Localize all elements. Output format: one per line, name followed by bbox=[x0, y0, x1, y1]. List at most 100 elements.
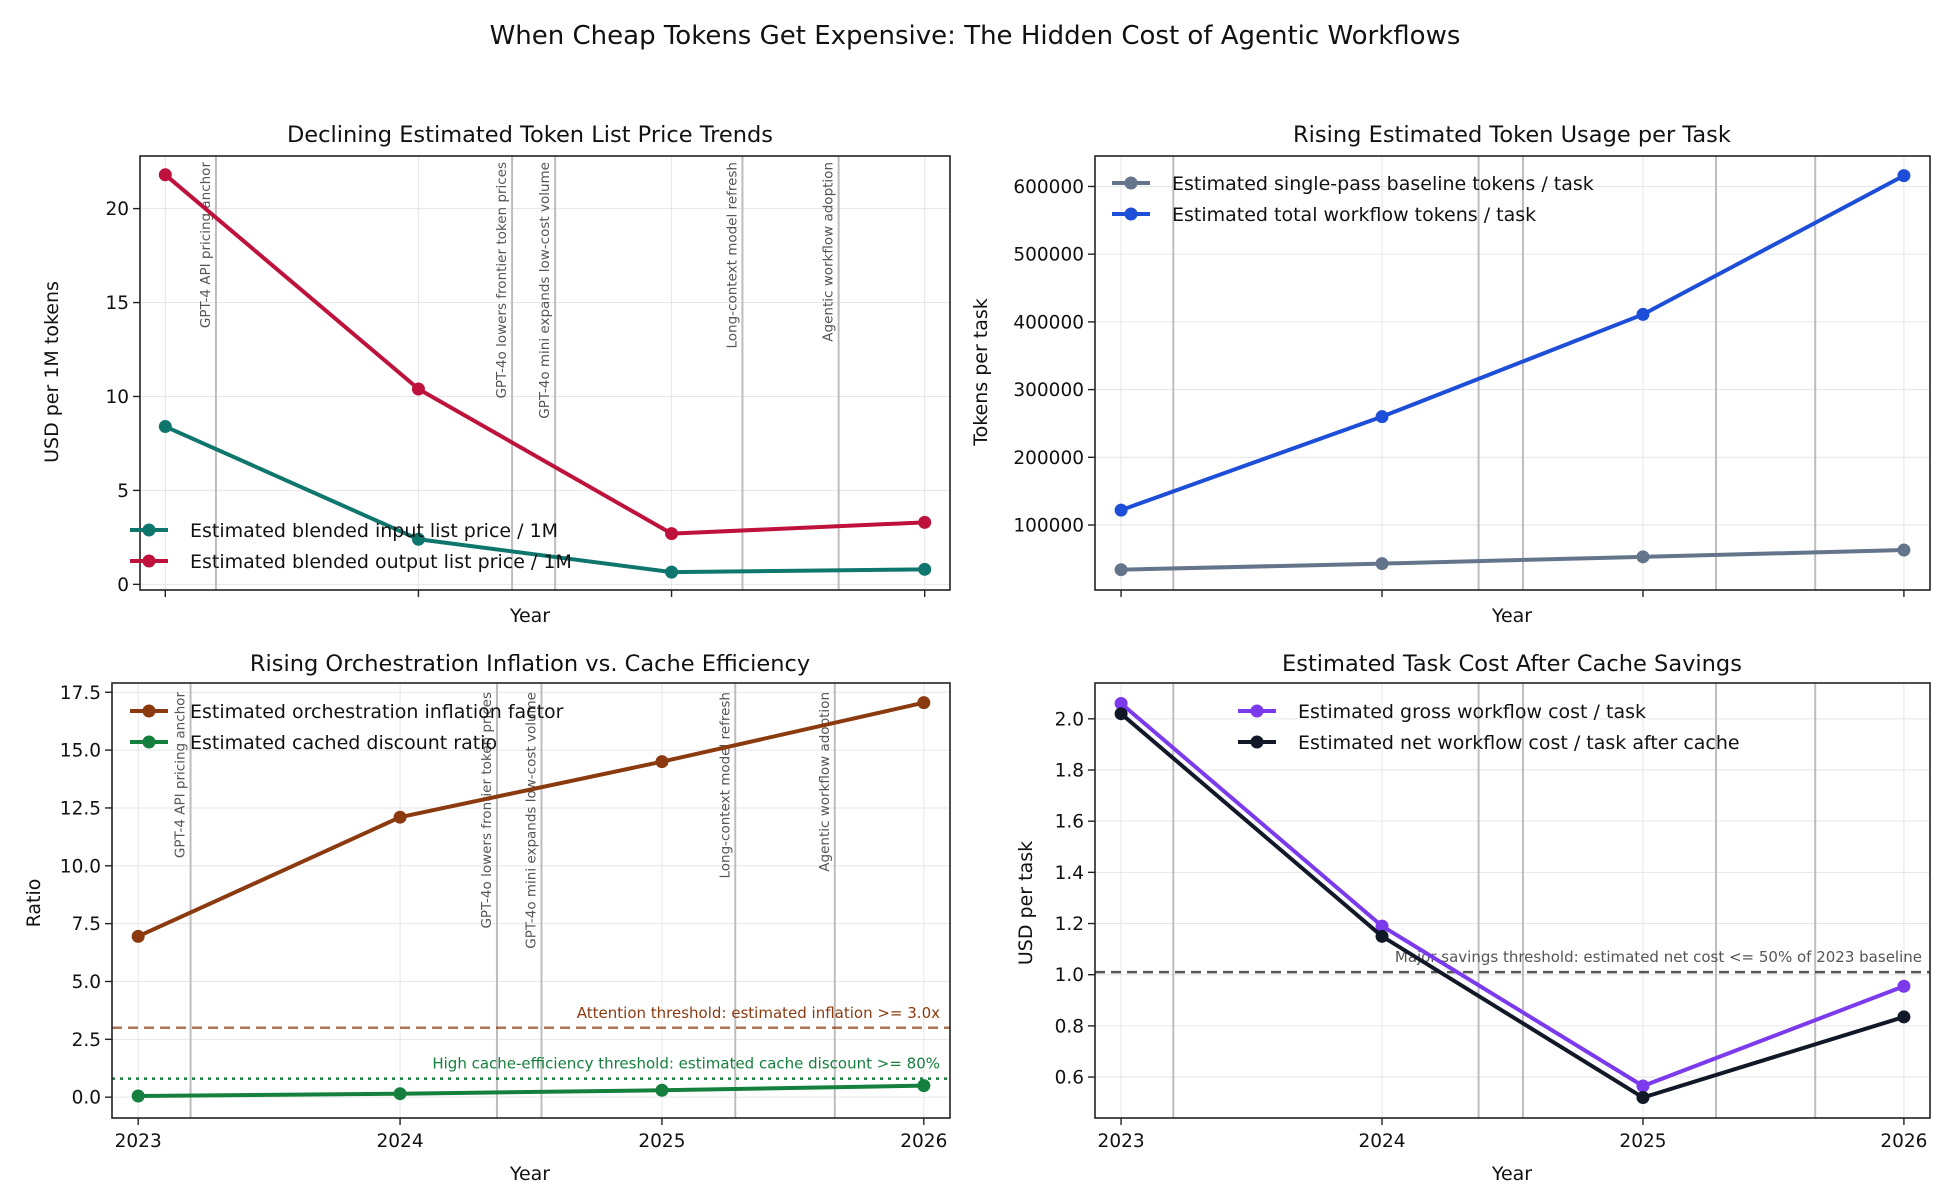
data-point bbox=[158, 420, 172, 434]
x-axis-label: Year bbox=[509, 1163, 550, 1185]
data-point bbox=[1897, 1010, 1911, 1024]
y-tick-label: 17.5 bbox=[60, 683, 101, 704]
legend-label: Estimated net workflow cost / task after… bbox=[1298, 732, 1740, 754]
legend-label: Estimated blended output list price / 1M bbox=[190, 551, 572, 573]
data-point bbox=[1375, 410, 1389, 424]
event-label: GPT-4o mini expands low-cost volume bbox=[523, 692, 539, 949]
series-line bbox=[1119, 712, 1905, 1100]
data-point bbox=[1897, 543, 1911, 557]
data-point bbox=[1636, 307, 1650, 321]
y-tick-label: 20 bbox=[105, 199, 129, 220]
event-label: GPT-4 API pricing anchor bbox=[173, 692, 189, 859]
event-label: GPT-4 API pricing anchor bbox=[198, 162, 214, 329]
data-point bbox=[917, 696, 931, 710]
event-label: Agentic workflow adoption bbox=[817, 692, 833, 872]
legend-marker bbox=[142, 704, 156, 718]
legend-label: Estimated blended input list price / 1M bbox=[190, 520, 558, 542]
axes-frame bbox=[1094, 155, 1931, 591]
data-point bbox=[158, 168, 172, 182]
y-tick-label: 1.4 bbox=[1055, 863, 1084, 884]
y-tick-label: 5 bbox=[117, 481, 129, 502]
legend-label: Estimated cached discount ratio bbox=[190, 732, 497, 754]
data-point bbox=[655, 755, 669, 769]
data-point bbox=[1636, 550, 1650, 564]
y-tick-label: 0.0 bbox=[72, 1088, 101, 1109]
y-tick-label: 1.0 bbox=[1055, 965, 1084, 986]
threshold-label: Major savings threshold: estimated net c… bbox=[1395, 948, 1922, 966]
data-point bbox=[131, 1089, 145, 1103]
data-point bbox=[1636, 1079, 1650, 1093]
data-point bbox=[393, 1087, 407, 1101]
data-point bbox=[917, 1079, 931, 1093]
legend-marker bbox=[1124, 176, 1138, 190]
x-tick-label: 2023 bbox=[115, 1131, 162, 1152]
y-tick-label: 2.0 bbox=[1055, 709, 1084, 730]
y-tick-label: 5.0 bbox=[72, 972, 101, 993]
x-tick-label: 2023 bbox=[1098, 1131, 1145, 1152]
data-point bbox=[1114, 563, 1128, 577]
data-point bbox=[1897, 169, 1911, 183]
legend-label: Estimated gross workflow cost / task bbox=[1298, 701, 1646, 723]
data-point bbox=[1375, 557, 1389, 571]
y-tick-label: 400000 bbox=[1013, 312, 1084, 333]
y-axis-label: USD per task bbox=[1015, 841, 1037, 965]
plot-area: 100000 200000 300000 400000 500000 600000 Esti… bbox=[1013, 155, 1931, 597]
series-line bbox=[164, 173, 925, 536]
legend-label: Estimated orchestration inflation factor bbox=[190, 701, 564, 723]
event-label: GPT-4o lowers frontier token prices bbox=[494, 162, 510, 399]
legend-marker bbox=[1250, 704, 1264, 718]
legend-marker bbox=[1250, 735, 1264, 749]
legend-label: Estimated single-pass baseline tokens / … bbox=[1172, 173, 1594, 195]
series-line bbox=[1119, 701, 1905, 1089]
y-axis-label: Tokens per task bbox=[970, 298, 992, 447]
x-axis-label: Year bbox=[1491, 1163, 1532, 1185]
chart-panel-price-trends: Declining Estimated Token List Price Tre… bbox=[41, 122, 951, 627]
data-point bbox=[393, 810, 407, 824]
y-axis-label: USD per 1M tokens bbox=[41, 281, 63, 463]
y-tick-label: 100000 bbox=[1013, 516, 1084, 537]
data-point bbox=[1375, 929, 1389, 943]
series-line bbox=[1120, 173, 1905, 512]
data-point bbox=[1114, 503, 1128, 517]
data-point bbox=[1375, 919, 1389, 933]
x-tick-label: 2025 bbox=[638, 1131, 685, 1152]
data-point bbox=[131, 929, 145, 943]
data-point bbox=[1897, 979, 1911, 993]
plot-area: GPT-4 API pricing anchor GPT-4o lowers fr… bbox=[105, 155, 951, 597]
y-tick-label: 1.8 bbox=[1055, 761, 1084, 782]
threshold-label: Attention threshold: estimated inflation… bbox=[577, 1004, 940, 1022]
legend-marker bbox=[1124, 207, 1138, 221]
y-tick-label: 10.0 bbox=[60, 856, 101, 877]
y-tick-label: 1.6 bbox=[1055, 812, 1084, 833]
y-tick-label: 2.5 bbox=[72, 1030, 101, 1051]
y-tick-label: 1.2 bbox=[1055, 914, 1084, 935]
threshold-label: High cache-efficiency threshold: estimat… bbox=[432, 1055, 940, 1073]
y-tick-label: 500000 bbox=[1013, 245, 1084, 266]
axes-frame bbox=[139, 155, 951, 591]
legend-marker bbox=[142, 735, 156, 749]
x-tick-label: 2026 bbox=[1880, 1131, 1927, 1152]
event-label: GPT-4o lowers frontier token prices bbox=[479, 692, 495, 929]
event-label: Long-context model refresh bbox=[724, 162, 740, 349]
y-tick-label: 12.5 bbox=[60, 798, 101, 819]
x-tick-label: 2026 bbox=[900, 1131, 947, 1152]
event-label: Long-context model refresh bbox=[717, 692, 733, 879]
y-tick-label: 300000 bbox=[1013, 380, 1084, 401]
x-axis-label: Year bbox=[1491, 605, 1532, 627]
y-tick-label: 0.8 bbox=[1055, 1016, 1084, 1037]
chart-title: Rising Estimated Token Usage per Task bbox=[1293, 122, 1731, 148]
legend-marker bbox=[142, 523, 156, 537]
legend-marker bbox=[142, 554, 156, 568]
y-tick-label: 15 bbox=[105, 293, 129, 314]
legend-label: Estimated total workflow tokens / task bbox=[1172, 204, 1536, 226]
y-tick-label: 0 bbox=[117, 575, 129, 596]
axes-frame bbox=[111, 682, 951, 1119]
series-line bbox=[1121, 548, 1904, 572]
data-point bbox=[665, 565, 679, 579]
plot-area: Major savings threshold: estimated net c… bbox=[1055, 682, 1931, 1152]
data-point bbox=[665, 527, 679, 541]
data-point bbox=[411, 532, 425, 546]
data-point bbox=[918, 515, 932, 529]
chart-panel-task-cost: Estimated Task Cost After Cache Savings … bbox=[1015, 651, 1931, 1185]
